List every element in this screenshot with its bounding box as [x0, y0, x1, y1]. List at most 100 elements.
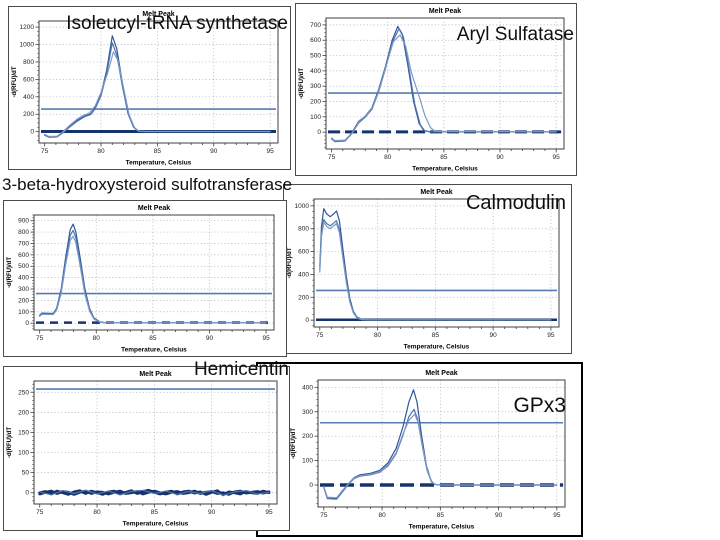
svg-text:200: 200	[18, 409, 29, 416]
svg-text:600: 600	[23, 76, 34, 83]
svg-text:85: 85	[437, 512, 445, 519]
svg-text:Melt Peak: Melt Peak	[429, 8, 461, 15]
svg-text:-d(RFU)/dT: -d(RFU)/dT	[7, 257, 13, 288]
svg-text:85: 85	[432, 332, 440, 339]
svg-text:90: 90	[496, 154, 504, 161]
panel-3-beta-hydroxysteroid-sulfotransferase: 75 80 85 90 95 0 100 200 300 400 500 600 700 800 900 Me…	[3, 200, 287, 357]
svg-text:200: 200	[310, 99, 321, 106]
svg-text:400: 400	[302, 384, 313, 391]
svg-text:500: 500	[18, 263, 29, 270]
svg-text:1200: 1200	[20, 24, 35, 31]
melt-peak-plot: 75 80 85 90 95 0 200 400 600 800 1000 1200 Melt Peak…	[12, 11, 279, 167]
svg-text:0: 0	[305, 317, 309, 324]
svg-text:Temperature, Celsius: Temperature, Celsius	[121, 347, 187, 354]
svg-text:200: 200	[23, 111, 34, 118]
svg-text:80: 80	[378, 512, 386, 519]
svg-text:400: 400	[23, 94, 34, 101]
svg-text:400: 400	[298, 271, 309, 278]
gene-label-hemicentin: Hemicentin	[193, 359, 289, 380]
svg-text:-d(RFU)/dT: -d(RFU)/dT	[299, 68, 305, 99]
svg-text:80: 80	[374, 332, 382, 339]
melt-peak-plot: 75 80 85 90 95 0 50 100 150 200 250 Melt Peak Temper…	[7, 371, 278, 528]
panel-aryl-sulfatase: 75 80 85 90 95 0 100 200 300 400 500 600 700 Melt Pea…	[295, 3, 577, 176]
svg-text:Melt Peak: Melt Peak	[425, 370, 457, 377]
svg-text:75: 75	[36, 509, 44, 516]
svg-text:0: 0	[25, 490, 29, 497]
melt-peak-plot: 75 80 85 90 95 0 200 400 600 800 1000 Melt Peak Temp…	[287, 189, 560, 351]
svg-text:85: 85	[154, 148, 162, 155]
svg-text:75: 75	[36, 335, 44, 342]
svg-text:95: 95	[266, 148, 274, 155]
svg-text:200: 200	[298, 294, 309, 301]
svg-text:200: 200	[18, 297, 29, 304]
svg-text:85: 85	[151, 509, 159, 516]
svg-text:90: 90	[208, 509, 216, 516]
svg-text:75: 75	[41, 148, 49, 155]
svg-text:75: 75	[328, 154, 336, 161]
svg-text:400: 400	[18, 275, 29, 282]
svg-text:Melt Peak: Melt Peak	[420, 189, 452, 196]
svg-text:Temperature, Celsius: Temperature, Celsius	[123, 521, 189, 528]
svg-text:95: 95	[262, 335, 270, 342]
melt-peak-plot: 75 80 85 90 95 0 100 200 300 400 500 600 700 Melt Pea…	[299, 8, 565, 173]
svg-text:300: 300	[302, 409, 313, 416]
panel-gpx3: 75 80 85 90 95 0 100 200 300 400 Melt Peak Temperat…	[256, 362, 583, 537]
svg-text:Melt Peak: Melt Peak	[142, 11, 174, 18]
svg-text:100: 100	[310, 114, 321, 121]
melt-peak-chart: 75 80 85 90 95 0 50 100 150 200 250 Melt Peak Temper…	[4, 367, 289, 530]
svg-text:150: 150	[18, 429, 29, 436]
panel-calmodulin: 75 80 85 90 95 0 200 400 600 800 1000 Melt Peak Temp…	[283, 184, 572, 354]
melt-peak-chart: 75 80 85 90 95 0 100 200 300 400 500 600 700 800 900 Me…	[4, 201, 286, 356]
svg-text:800: 800	[23, 59, 34, 66]
svg-text:Temperature, Celsius: Temperature, Celsius	[412, 166, 478, 173]
svg-text:90: 90	[490, 332, 498, 339]
svg-text:0: 0	[317, 129, 321, 136]
svg-text:Temperature, Celsius: Temperature, Celsius	[404, 344, 470, 351]
svg-text:700: 700	[18, 240, 29, 247]
svg-text:95: 95	[265, 509, 273, 516]
svg-text:1000: 1000	[20, 42, 35, 49]
svg-text:100: 100	[18, 309, 29, 316]
svg-text:1000: 1000	[295, 203, 310, 210]
svg-text:800: 800	[298, 226, 309, 233]
svg-text:Melt Peak: Melt Peak	[138, 205, 170, 212]
gene-label-gpx3: GPx3	[513, 394, 566, 417]
svg-text:95: 95	[547, 332, 555, 339]
svg-text:100: 100	[302, 458, 313, 465]
svg-text:Temperature, Celsius: Temperature, Celsius	[126, 160, 192, 167]
svg-text:50: 50	[22, 470, 30, 477]
svg-text:0: 0	[25, 320, 29, 327]
panel-hemicentin: 75 80 85 90 95 0 50 100 150 200 250 Melt Peak Temper…	[3, 359, 290, 531]
gene-label-aryl-sulfatase: Aryl Sulfatase	[456, 24, 574, 45]
svg-text:80: 80	[97, 148, 105, 155]
svg-text:95: 95	[553, 154, 561, 161]
svg-text:-d(RFU)/dT: -d(RFU)/dT	[12, 66, 18, 97]
gene-label-isoleucyl-trna-synthetase: Isoleucyl-tRNA synthetase	[66, 13, 288, 34]
svg-text:200: 200	[302, 433, 313, 440]
svg-text:95: 95	[553, 512, 561, 519]
svg-text:400: 400	[310, 68, 321, 75]
svg-text:700: 700	[310, 22, 321, 29]
svg-text:600: 600	[298, 249, 309, 256]
svg-text:85: 85	[440, 154, 448, 161]
melt-peak-plot: 75 80 85 90 95 0 100 200 300 400 500 600 700 800 900 Me…	[7, 205, 275, 354]
svg-text:75: 75	[320, 512, 328, 519]
melt-peak-plot: 75 80 85 90 95 0 100 200 300 400 Melt Peak Temperat…	[291, 370, 566, 531]
melt-peak-chart: 75 80 85 90 95 0 100 200 300 400 500 600 700 Melt Pea…	[296, 4, 576, 175]
svg-text:90: 90	[495, 512, 503, 519]
svg-text:Melt Peak: Melt Peak	[139, 371, 171, 378]
gene-label-3-beta-hydroxysteroid-sulfotransferase: 3-beta-hydroxysteroid sulfotransferase	[2, 175, 293, 194]
svg-text:-d(RFU)/dT: -d(RFU)/dT	[291, 428, 297, 459]
svg-text:0: 0	[30, 129, 34, 136]
melt-peak-chart: 75 80 85 90 95 0 200 400 600 800 1000 Melt Peak Temp…	[284, 185, 571, 353]
svg-text:300: 300	[310, 83, 321, 90]
gene-label-calmodulin: Calmodulin	[465, 192, 566, 214]
svg-text:100: 100	[18, 450, 29, 457]
svg-text:800: 800	[18, 229, 29, 236]
svg-text:250: 250	[18, 389, 29, 396]
melt-peak-chart: 75 80 85 90 95 0 100 200 300 400 Melt Peak Temperat…	[288, 366, 577, 533]
svg-text:80: 80	[93, 509, 101, 516]
svg-text:-d(RFU)/dT: -d(RFU)/dT	[7, 427, 13, 458]
svg-text:900: 900	[18, 218, 29, 225]
